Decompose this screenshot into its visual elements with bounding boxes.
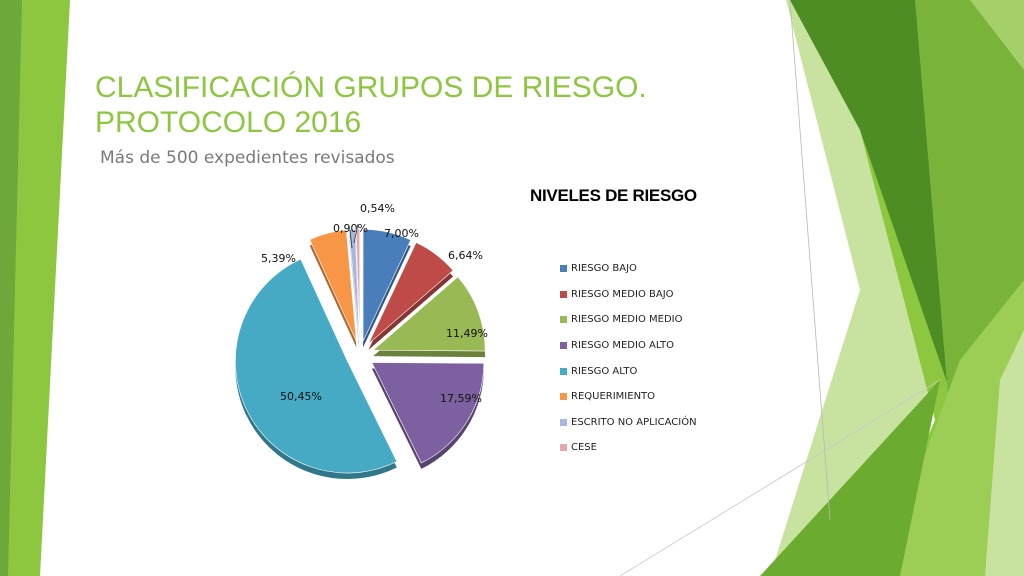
legend-label: RIESGO MEDIO ALTO — [571, 340, 675, 352]
slide-title: CLASIFICACIÓN GRUPOS DE RIESGO. PROTOCOL… — [95, 71, 647, 139]
legend-label: REQUERIMIENTO — [571, 391, 656, 403]
chart-legend: RIESGO BAJO RIESGO MEDIO BAJO RIESGO MEDIO… — [560, 256, 697, 461]
data-label: 0,54% — [360, 202, 395, 215]
pie-slice — [235, 258, 398, 474]
legend-swatch — [560, 367, 567, 375]
pie-slice — [348, 228, 360, 342]
legend-item: CESE — [560, 435, 697, 461]
leader-line — [349, 229, 353, 249]
data-label: 11,49% — [446, 327, 488, 340]
legend-item: RIESGO MEDIO ALTO — [560, 333, 697, 359]
legend-swatch — [560, 265, 567, 273]
pie-slice — [368, 242, 454, 345]
pie-slice — [372, 276, 486, 352]
data-label: 6,64% — [448, 249, 483, 262]
legend-item: RIESGO BAJO — [560, 256, 697, 282]
legend-item: RIESGO ALTO — [560, 358, 697, 384]
legend-item: RIESGO MEDIO BAJO — [560, 282, 697, 308]
legend-label: ESCRITO NO APLICACIÓN — [571, 416, 697, 428]
pie-chart: 7,00%6,64%11,49%17,59%50,45%5,39%0,90%0,… — [235, 202, 488, 480]
legend-label: CESE — [571, 442, 597, 454]
data-label: 7,00% — [384, 227, 419, 240]
pie-slice — [355, 228, 361, 342]
data-label: 5,39% — [261, 252, 296, 265]
legend-label: RIESGO MEDIO BAJO — [571, 288, 674, 300]
pie-slice-depth — [349, 235, 360, 348]
legend-label: RIESGO BAJO — [571, 263, 637, 275]
legend-swatch — [560, 290, 567, 298]
legend-label: RIESGO ALTO — [571, 365, 638, 377]
pie-slice — [362, 229, 412, 342]
legend-swatch — [560, 418, 567, 426]
leader-line — [353, 223, 359, 244]
pie-slice — [309, 229, 357, 342]
legend-item: RIESGO MEDIO MEDIO — [560, 307, 697, 333]
data-label: 50,45% — [280, 390, 322, 403]
legend-item: REQUERIMIENTO — [560, 384, 697, 410]
legend-swatch — [560, 444, 567, 452]
legend-label: RIESGO MEDIO MEDIO — [571, 314, 683, 326]
legend-swatch — [560, 393, 567, 401]
data-label: 17,59% — [440, 392, 482, 405]
slide-subtitle: Más de 500 expedientes revisados — [100, 148, 395, 168]
legend-swatch — [560, 342, 567, 350]
chart-title: NIVELES DE RIESGO — [530, 186, 697, 205]
pie-slice — [371, 362, 485, 464]
legend-swatch — [560, 316, 567, 324]
legend-item: ESCRITO NO APLICACIÓN — [560, 410, 697, 436]
